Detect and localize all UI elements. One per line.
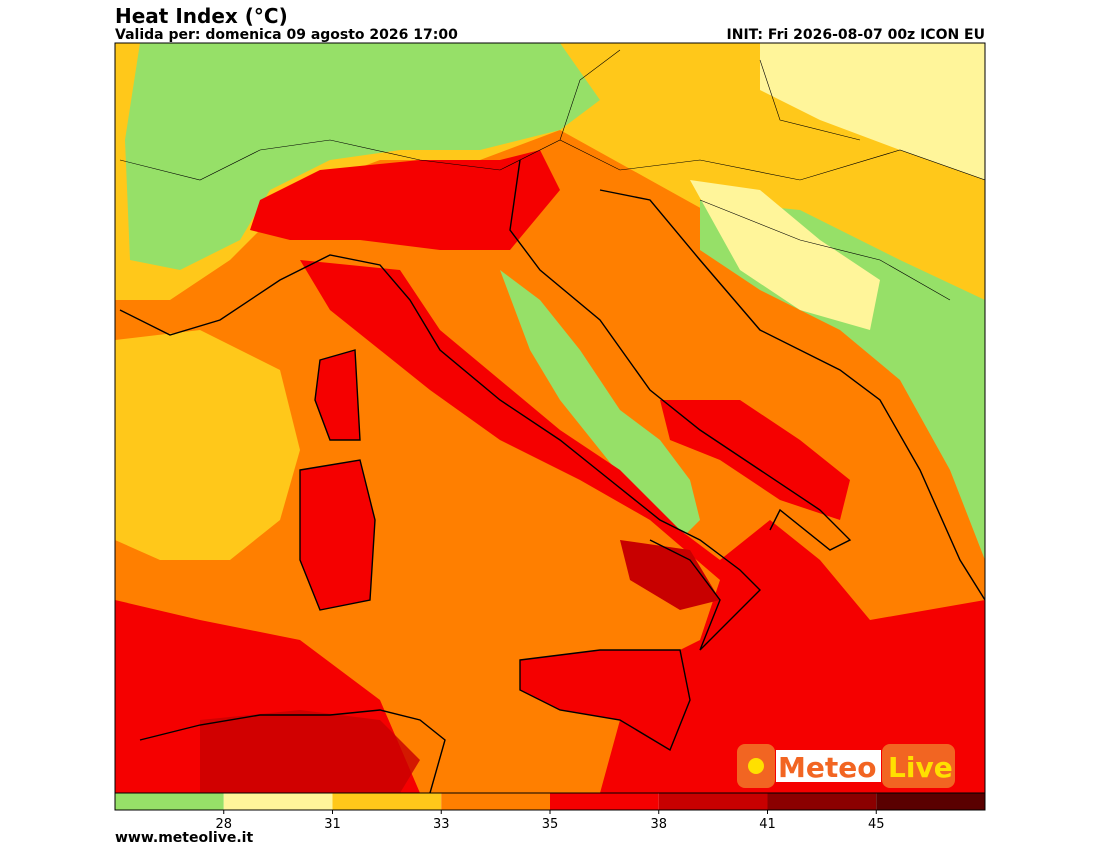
colorbar-swatch (767, 793, 877, 810)
colorbar-tick-label: 38 (650, 817, 667, 832)
colorbar-tick-label: 41 (759, 817, 776, 832)
valid-time: Valida per: domenica 09 agosto 2026 17:0… (115, 27, 458, 43)
colorbar-swatch (550, 793, 659, 810)
colorbar-swatch (658, 793, 768, 810)
colorbar-tick-label: 35 (542, 817, 559, 832)
footer-url: www.meteolive.it (115, 830, 253, 846)
logo: Meteo Live (737, 744, 955, 788)
colorbar-tick-label: 45 (868, 817, 885, 832)
colorbar-swatch (115, 793, 224, 810)
colorbar-tick-label: 31 (324, 817, 341, 832)
colorbar-swatch (332, 793, 442, 810)
logo-text: Meteo (778, 751, 876, 784)
map: Meteo Live (114, 42, 986, 794)
init-time: INIT: Fri 2026-08-07 00z ICON EU (727, 27, 985, 43)
title: Heat Index (°C) (115, 4, 288, 28)
logo-text: Live (888, 751, 953, 784)
colorbar-swatch (223, 793, 333, 810)
colorbar: 28 31 33 35 38 41 45 (114, 792, 986, 832)
colorbar-tick-label: 33 (433, 817, 450, 832)
colorbar-swatch (441, 793, 550, 810)
colorbar-tick-label: 28 (215, 817, 232, 832)
colorbar-swatch (876, 793, 985, 810)
